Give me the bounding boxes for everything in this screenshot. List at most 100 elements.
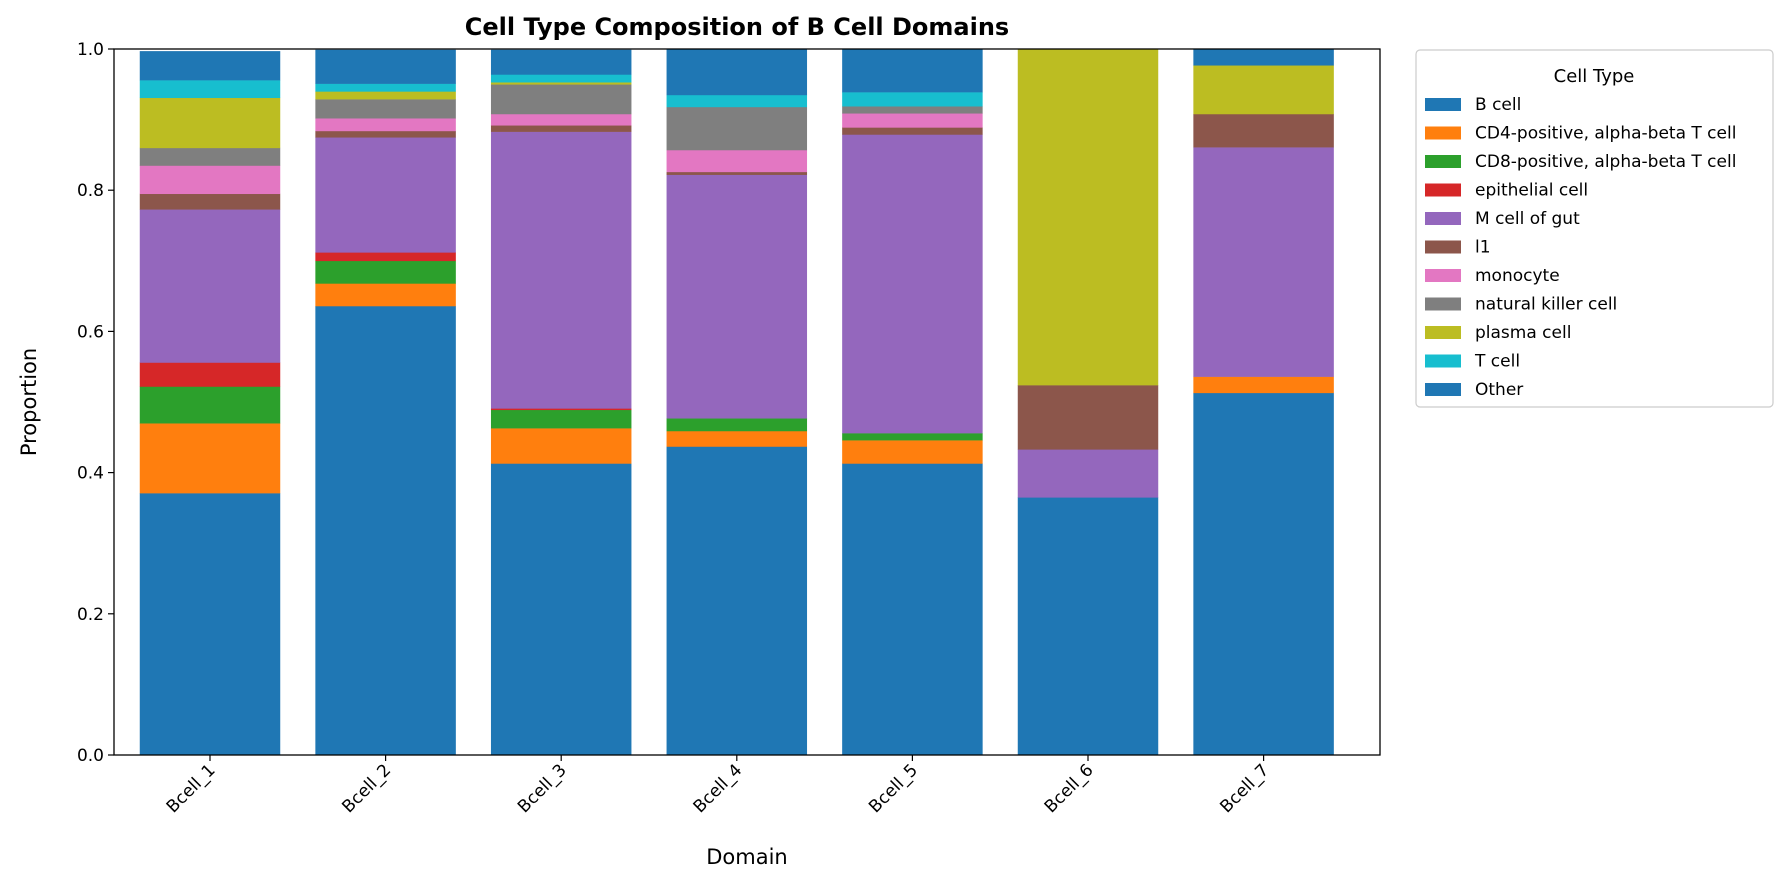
bar-segment-Bcell_2-10 <box>315 49 456 84</box>
bar-segment-Bcell_4-7 <box>666 106 808 151</box>
bar-segment-Bcell_2-6 <box>315 118 456 132</box>
bar-segment-Bcell_5-1 <box>842 440 983 464</box>
bar-segment-Bcell_2-3 <box>315 252 456 262</box>
bar-segment-Bcell_6-8 <box>1017 49 1159 386</box>
bar-segment-Bcell_3-10 <box>490 49 632 75</box>
bar-segment-Bcell_5-0 <box>842 463 983 756</box>
x-tick-label: Bcell_4 <box>690 760 747 817</box>
bar-segment-Bcell_1-5 <box>139 193 281 210</box>
bar-segment-Bcell_2-1 <box>315 283 456 307</box>
x-tick-label: Bcell_7 <box>1216 760 1273 817</box>
y-tick-label: 1.0 <box>77 40 104 60</box>
bar-segment-Bcell_3-6 <box>490 113 632 126</box>
legend-label: M cell of gut <box>1475 209 1580 229</box>
legend-label: monocyte <box>1475 266 1560 286</box>
bar-segment-Bcell_2-7 <box>315 99 456 119</box>
bar-segment-Bcell_5-5 <box>842 127 983 135</box>
legend-label: CD8-positive, alpha-beta T cell <box>1475 152 1736 172</box>
bar-segment-Bcell_6-4 <box>1017 449 1159 498</box>
bar-segment-Bcell_6-5 <box>1017 385 1159 450</box>
legend-swatch <box>1425 297 1461 311</box>
bar-segment-Bcell_1-9 <box>139 80 281 99</box>
y-tick-label: 0.0 <box>77 746 104 766</box>
y-axis-label: Proportion <box>17 348 41 456</box>
legend-swatch <box>1425 212 1461 225</box>
bar-segment-Bcell_5-7 <box>842 106 983 114</box>
legend: Cell Type B cell CD4-positive, alpha-beta… <box>1415 49 1774 408</box>
legend-swatch <box>1425 240 1461 254</box>
bar-segment-Bcell_1-6 <box>139 165 281 195</box>
legend-label: epithelial cell <box>1475 181 1588 201</box>
bar-segment-Bcell_2-9 <box>315 83 456 92</box>
x-tick-label: Bcell_1 <box>163 760 220 817</box>
bar-segment-Bcell_3-2 <box>490 409 632 429</box>
bar-segment-Bcell_2-0 <box>315 305 456 756</box>
y-tick-label: 0.8 <box>77 181 104 201</box>
legend-label: plasma cell <box>1475 323 1571 343</box>
legend-swatch <box>1425 126 1461 140</box>
legend-frame <box>1415 49 1774 408</box>
bar-segment-Bcell_3-5 <box>490 125 632 132</box>
plot-frame <box>113 48 1381 756</box>
legend-label: T cell <box>1474 352 1520 372</box>
bar-segment-Bcell_3-8 <box>490 82 632 85</box>
legend-label: CD4-positive, alpha-beta T cell <box>1475 124 1736 144</box>
bar-segment-Bcell_3-0 <box>490 463 632 756</box>
bar-segment-Bcell_7-5 <box>1193 113 1334 148</box>
legend-swatch <box>1425 183 1461 197</box>
bar-segment-Bcell_7-4 <box>1193 147 1334 377</box>
bar-segment-Bcell_1-10 <box>139 51 281 81</box>
x-tick-label: Bcell_5 <box>865 760 922 817</box>
bar-segment-Bcell_1-0 <box>139 493 281 756</box>
bar-segment-Bcell_6-0 <box>1017 497 1159 756</box>
bar-segment-Bcell_2-2 <box>315 260 456 284</box>
bar-segment-Bcell_3-4 <box>490 131 632 409</box>
legend-label: l1 <box>1475 238 1491 258</box>
bar-segment-Bcell_5-10 <box>842 49 983 93</box>
bar-segment-Bcell_4-1 <box>666 430 808 447</box>
legend-title: Cell Type <box>1554 66 1635 87</box>
legend-swatch <box>1425 354 1461 368</box>
legend-swatch <box>1425 383 1461 396</box>
y-tick-label: 0.6 <box>77 322 104 342</box>
bar-segment-Bcell_4-5 <box>666 171 808 175</box>
bar-segment-Bcell_2-5 <box>315 130 456 138</box>
bar-segment-Bcell_7-8 <box>1193 65 1334 115</box>
y-tick-label: 0.2 <box>77 605 104 625</box>
bar-segment-Bcell_5-2 <box>842 433 983 441</box>
x-tick-label: Bcell_2 <box>338 760 395 817</box>
bar-segment-Bcell_4-9 <box>666 94 808 108</box>
legend-swatch <box>1425 326 1461 339</box>
legend-label: B cell <box>1475 95 1521 115</box>
bar-segment-Bcell_5-4 <box>842 134 983 434</box>
legend-swatch <box>1425 98 1461 111</box>
bar-segment-Bcell_4-2 <box>666 418 808 432</box>
bar-segment-Bcell_1-3 <box>139 362 281 387</box>
bar-segment-Bcell_5-9 <box>842 92 983 107</box>
x-tick-label: Bcell_3 <box>514 760 571 817</box>
bar-segment-Bcell_7-0 <box>1193 392 1334 756</box>
bar-segment-Bcell_4-6 <box>666 149 808 173</box>
legend-swatch <box>1425 155 1461 168</box>
y-axis: 0.0 0.2 0.4 0.6 0.8 1.0 <box>77 40 114 766</box>
x-axis: Bcell_1 Bcell_2 Bcell_3 Bcell_4 Bcell_5 Bcell… <box>163 755 1273 817</box>
chart-title: Cell Type Composition of B Cell Domains <box>465 13 1009 41</box>
legend-label: Other <box>1475 380 1523 400</box>
bar-segment-Bcell_1-2 <box>139 386 281 424</box>
bar-segment-Bcell_7-1 <box>1193 376 1334 394</box>
bar-segment-Bcell_2-4 <box>315 137 456 253</box>
x-axis-label: Domain <box>706 845 788 869</box>
bar-segment-Bcell_1-1 <box>139 423 281 494</box>
bar-segment-Bcell_4-10 <box>666 49 808 96</box>
bar-segment-Bcell_3-7 <box>490 84 632 115</box>
bars-group <box>139 49 1334 756</box>
bar-segment-Bcell_1-7 <box>139 147 281 166</box>
bar-segment-Bcell_3-9 <box>490 74 632 83</box>
legend-label: natural killer cell <box>1475 295 1617 315</box>
bar-segment-Bcell_2-8 <box>315 91 456 100</box>
y-tick-label: 0.4 <box>77 464 104 484</box>
bar-segment-Bcell_1-4 <box>139 209 281 363</box>
bar-segment-Bcell_4-4 <box>666 174 808 419</box>
bar-segment-Bcell_1-8 <box>139 97 281 149</box>
